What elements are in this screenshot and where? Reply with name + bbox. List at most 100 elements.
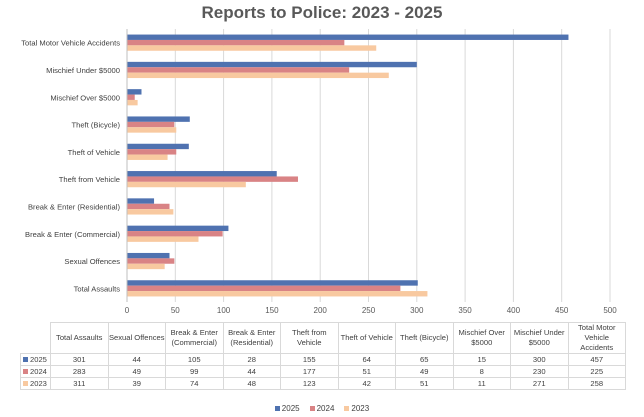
- category-label: Theft from Vehicle: [59, 175, 120, 184]
- series-name: 2025: [30, 354, 47, 364]
- bar-2025: [127, 225, 229, 232]
- bar-2023: [127, 236, 199, 242]
- category-label: Mischief Under $5000: [46, 66, 120, 75]
- bar-chart: 0 50 100 150 200 250 300 350 400 450 500 Total Assa…: [21, 29, 617, 315]
- bar-2023: [127, 209, 174, 215]
- table-header: Mischief Over $5000: [452, 322, 511, 354]
- x-tick-label: 400: [507, 306, 521, 315]
- table-cell: 105: [165, 353, 224, 366]
- table-cell: 271: [510, 377, 569, 390]
- x-tick-label: 100: [217, 306, 231, 315]
- table-header: Theft from Vehicle: [280, 322, 339, 354]
- table-cell: 283: [50, 365, 109, 378]
- x-tick-label: 200: [314, 306, 328, 315]
- bar-2023: [127, 99, 138, 106]
- data-table: Total Assaults Sexual Offences Break & Ent…: [20, 322, 626, 390]
- legend-item: 2023: [344, 404, 369, 413]
- table-row: 2025 301 44 105 28 155 64 65 15 300 457: [20, 353, 626, 366]
- table-cell: 65: [395, 353, 454, 366]
- table-cell: 11: [452, 377, 511, 390]
- table-cell: 300: [510, 353, 569, 366]
- legend-swatch: [23, 381, 28, 386]
- table-header: Theft (Bicycle): [395, 322, 454, 354]
- category-label: Sexual Offences: [64, 257, 120, 266]
- bar-2024: [127, 285, 401, 292]
- bar-2023: [127, 181, 246, 188]
- table-cell: 51: [337, 365, 396, 378]
- category-label: Total Assaults: [74, 284, 121, 293]
- x-tick-label: 300: [410, 306, 424, 315]
- table-cell: 48: [222, 377, 281, 390]
- bar-2025: [127, 198, 155, 204]
- category-label: Break & Enter (Commercial): [25, 230, 120, 239]
- table-cell: 258: [567, 377, 626, 390]
- bar-2025: [127, 252, 170, 259]
- bar-2025: [127, 280, 418, 286]
- table-cell: 42: [337, 377, 396, 390]
- x-tick-label: 450: [555, 306, 569, 315]
- bar-2025: [127, 61, 417, 68]
- table-header: Sexual Offences: [107, 322, 166, 354]
- table-header: Mischief Under $5000: [510, 322, 569, 354]
- table-row: 2023 311 39 74 48 123 42 51 11 271 258: [20, 377, 626, 390]
- legend-swatch: [23, 369, 28, 374]
- legend: 2025 2024 2023: [0, 404, 644, 413]
- legend-label: 2023: [351, 404, 370, 413]
- category-label: Theft of Vehicle: [68, 148, 120, 157]
- chart-title: Reports to Police: 2023 - 2025: [201, 3, 443, 22]
- bar-2024: [127, 94, 135, 100]
- bar-2024: [127, 203, 170, 210]
- table-cell: 123: [280, 377, 339, 390]
- x-tick-label: 0: [125, 306, 130, 315]
- table-header: Theft of Vehicle: [337, 322, 396, 354]
- table-cell: 44: [222, 365, 281, 378]
- bar-2024: [127, 149, 177, 155]
- row-label: 2025: [20, 353, 51, 366]
- table-cell: 177: [280, 365, 339, 378]
- legend-item: 2024: [309, 404, 335, 413]
- table-cell: 49: [107, 365, 166, 378]
- bar-2023: [127, 127, 177, 133]
- series-name: 2024: [30, 366, 47, 376]
- bar-2023: [127, 263, 165, 270]
- table-cell: 28: [222, 353, 281, 366]
- table-header: Total Motor Vehicle Accidents: [567, 322, 626, 354]
- bar-2023: [127, 45, 377, 51]
- category-label: Total Motor Vehicle Accidents: [21, 39, 120, 48]
- bar-2023: [127, 291, 428, 297]
- bar-2025: [127, 171, 277, 177]
- x-tick-label: 150: [265, 306, 279, 315]
- table-cell: 15: [452, 353, 511, 366]
- table-header: Break & Enter (Commercial): [165, 322, 224, 354]
- x-tick-label: 500: [603, 306, 617, 315]
- bar-2024: [127, 176, 298, 182]
- category-label: Break & Enter (Residential): [28, 202, 120, 211]
- legend-swatch: [23, 357, 28, 362]
- series-name: 2023: [30, 378, 47, 388]
- table-cell: 99: [165, 365, 224, 378]
- legend-swatch: [344, 406, 350, 412]
- table-cell: 155: [280, 353, 339, 366]
- table-cell: 301: [50, 353, 109, 366]
- bar-2024: [127, 231, 223, 237]
- category-label: Theft (Bicycle): [71, 121, 120, 130]
- table-cell: 44: [107, 353, 166, 366]
- bar-2023: [127, 154, 168, 160]
- category-label: Mischief Over $5000: [50, 93, 120, 102]
- table-cell: 74: [165, 377, 224, 390]
- table-cell: 311: [50, 377, 109, 390]
- bar-2024: [127, 39, 345, 46]
- legend-item: 2025: [274, 404, 300, 413]
- row-label: 2023: [20, 377, 51, 390]
- legend-swatch: [274, 406, 280, 412]
- x-tick-label: 50: [171, 306, 180, 315]
- legend-label: 2024: [316, 404, 335, 413]
- table-cell: 230: [510, 365, 569, 378]
- bar-2024: [127, 258, 175, 264]
- bar-2024: [127, 67, 350, 73]
- table-cell: 8: [452, 365, 511, 378]
- bar-2025: [127, 143, 189, 150]
- bar-2023: [127, 72, 389, 79]
- table-header: Break & Enter (Residential): [222, 322, 281, 354]
- table-cell: 225: [567, 365, 626, 378]
